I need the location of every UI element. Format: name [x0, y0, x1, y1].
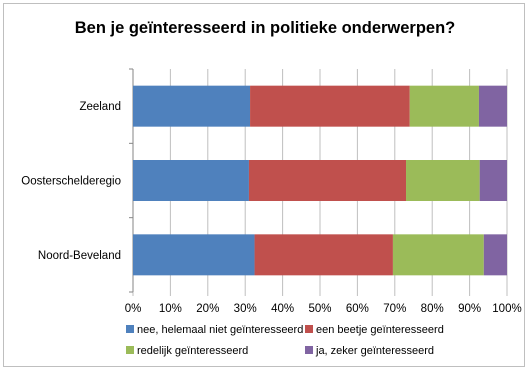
x-tick-label: 70%: [383, 303, 406, 315]
legend-swatch-2: [305, 325, 313, 333]
x-tick-label: 30%: [234, 303, 257, 315]
bar-segment: [250, 85, 410, 127]
legend-swatch-1: [126, 325, 134, 333]
x-tick-label: 60%: [346, 303, 369, 315]
legend-swatch-3: [126, 346, 134, 354]
legend-item-2: een beetje geïnteresseerd: [305, 324, 444, 336]
legend-swatch-4: [305, 346, 313, 354]
bar-segment: [254, 234, 393, 276]
legend-label-1: nee, helemaal niet geïnteresseerd: [137, 324, 304, 336]
x-tick-label: 50%: [308, 303, 331, 315]
x-tick-label: 10%: [159, 303, 182, 315]
bar-segment: [406, 160, 480, 201]
legend-label-4: ja, zeker geïnteresseerd: [316, 345, 435, 357]
category-label: Oosterschelderegio: [21, 176, 121, 188]
x-tick-label: 80%: [421, 303, 444, 315]
x-tick-label: 20%: [196, 303, 219, 315]
bar-segment: [478, 85, 507, 127]
bar-segment: [248, 160, 407, 201]
x-tick-label: 0%: [125, 303, 142, 315]
bar-segment: [392, 234, 484, 276]
bar-segment: [133, 85, 251, 127]
bar-segment: [479, 160, 507, 201]
chart-title: Ben je geïnteresseerd in politieke onder…: [74, 19, 456, 37]
bar-segment: [483, 234, 507, 276]
legend-item-4: ja, zeker geïnteresseerd: [305, 345, 434, 357]
legend-label-2: een beetje geïnteresseerd: [316, 324, 444, 336]
legend-item-3: redelijk geïnteresseerd: [126, 345, 248, 357]
legend-label-3: redelijk geïnteresseerd: [137, 345, 249, 357]
category-label: Noord-Beveland: [38, 250, 121, 262]
x-tick-label: 40%: [271, 303, 294, 315]
bar-segment: [133, 234, 255, 276]
legend-item-1: nee, helemaal niet geïnteresseerd: [126, 324, 303, 336]
bar-segment: [409, 85, 479, 127]
x-tick-label: 100%: [492, 303, 521, 315]
bar-segment: [133, 160, 249, 201]
x-tick-label: 90%: [458, 303, 481, 315]
category-label: Zeeland: [79, 101, 121, 113]
